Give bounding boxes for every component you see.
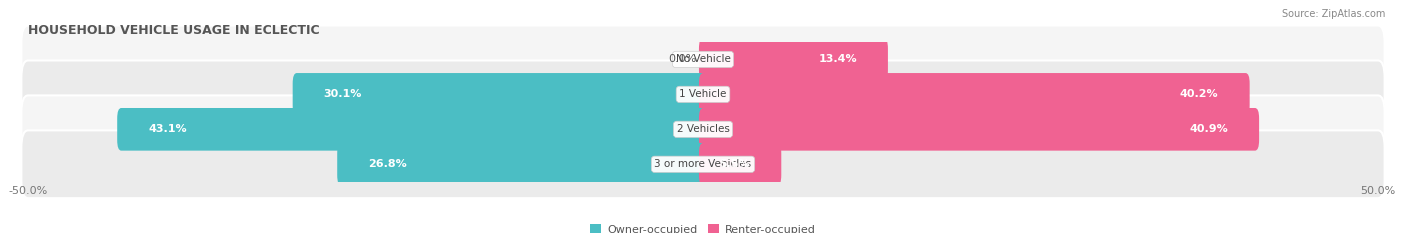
Text: 30.1%: 30.1% (323, 89, 363, 99)
Text: 26.8%: 26.8% (368, 159, 406, 169)
Text: 2 Vehicles: 2 Vehicles (676, 124, 730, 134)
FancyBboxPatch shape (21, 25, 1385, 93)
FancyBboxPatch shape (699, 108, 1260, 151)
Text: 5.5%: 5.5% (720, 159, 751, 169)
FancyBboxPatch shape (699, 143, 782, 186)
Text: No Vehicle: No Vehicle (675, 55, 731, 64)
Legend: Owner-occupied, Renter-occupied: Owner-occupied, Renter-occupied (586, 220, 820, 233)
FancyBboxPatch shape (699, 38, 889, 81)
Text: 3 or more Vehicles: 3 or more Vehicles (654, 159, 752, 169)
FancyBboxPatch shape (21, 130, 1385, 198)
Text: 40.9%: 40.9% (1189, 124, 1227, 134)
Text: Source: ZipAtlas.com: Source: ZipAtlas.com (1281, 9, 1385, 19)
Text: 1 Vehicle: 1 Vehicle (679, 89, 727, 99)
FancyBboxPatch shape (117, 108, 707, 151)
FancyBboxPatch shape (337, 143, 707, 186)
Text: HOUSEHOLD VEHICLE USAGE IN ECLECTIC: HOUSEHOLD VEHICLE USAGE IN ECLECTIC (28, 24, 319, 37)
Text: 43.1%: 43.1% (148, 124, 187, 134)
Text: 13.4%: 13.4% (818, 55, 856, 64)
FancyBboxPatch shape (292, 73, 707, 116)
FancyBboxPatch shape (21, 61, 1385, 128)
FancyBboxPatch shape (699, 73, 1250, 116)
FancyBboxPatch shape (21, 96, 1385, 163)
Text: 40.2%: 40.2% (1180, 89, 1219, 99)
Text: 0.0%: 0.0% (668, 55, 696, 64)
